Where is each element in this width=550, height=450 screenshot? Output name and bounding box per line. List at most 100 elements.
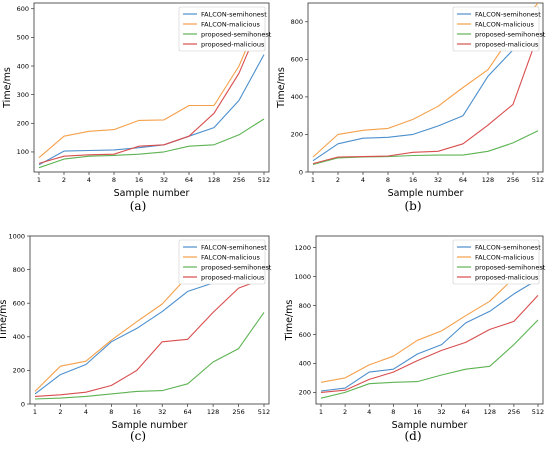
x-tick-label: 2 <box>343 408 347 416</box>
x-tick-label: 128 <box>207 408 219 416</box>
y-tick-label: 0 <box>21 400 25 408</box>
series-line-falcon-malicious <box>312 3 539 158</box>
y-tick-label: 600 <box>13 300 25 308</box>
series-line-falcon-malicious <box>38 7 265 159</box>
x-tick-label: 8 <box>391 408 395 416</box>
plot-frame <box>33 2 270 173</box>
series-lines <box>320 250 539 399</box>
x-tick-label: 4 <box>367 408 371 416</box>
x-tick-label: 512 <box>258 408 270 416</box>
x-tick-label: 2 <box>58 408 62 416</box>
panel-caption: (b) <box>404 199 421 213</box>
y-tick-label: 800 <box>299 302 311 310</box>
y-tick-label: 600 <box>17 5 29 13</box>
chart-panel-4: 1 2 4 8 16 32 64 128 256 512 200 400 600 800 1000 1200 S… <box>284 235 546 443</box>
x-tick-label: 32 <box>434 176 442 184</box>
legend-label: FALCON-malicious <box>201 20 260 28</box>
legend-label: proposed-semihonest <box>475 263 546 271</box>
series-lines <box>38 7 265 169</box>
y-tick-label: 1000 <box>294 273 311 281</box>
series-line-proposed-malicious <box>38 14 265 164</box>
legend-label: proposed-malicious <box>201 40 265 48</box>
y-axis-title: Time/ms <box>276 67 287 109</box>
legend-label: proposed-semihonest <box>201 30 272 38</box>
legend-label: proposed-semihonest <box>201 263 272 271</box>
y-tick-label: 300 <box>17 91 29 99</box>
legend-label: proposed-malicious <box>475 40 539 48</box>
x-axis-title: Sample number <box>112 420 188 431</box>
legend-label: FALCON-semihonest <box>475 10 541 18</box>
x-tick-label: 64 <box>459 176 467 184</box>
legend-box <box>178 6 266 52</box>
chart-panel-2: 1 2 4 8 16 32 64 128 256 512 0 200 400 600 800 Sample n… <box>276 2 546 213</box>
legend-label: FALCON-semihonest <box>475 243 541 251</box>
legend: FALCON-semihonest FALCON-malicious propose… <box>178 6 272 52</box>
legend-label: FALCON-semihonest <box>201 243 267 251</box>
legend-box <box>178 239 266 285</box>
x-tick-label: 64 <box>462 408 470 416</box>
x-tick-label: 256 <box>233 176 245 184</box>
x-tick-label: 16 <box>413 408 421 416</box>
y-tick-label: 100 <box>17 148 29 156</box>
x-tick-label: 1 <box>319 408 323 416</box>
y-tick-label: 600 <box>291 56 303 64</box>
legend-label: FALCON-malicious <box>475 253 534 261</box>
x-tick-label: 2 <box>336 176 340 184</box>
series-line-proposed-malicious <box>34 278 265 397</box>
legend-label: proposed-malicious <box>475 273 539 281</box>
x-tick-label: 4 <box>87 176 91 184</box>
x-tick-label: 512 <box>532 176 544 184</box>
x-tick-label: 1 <box>33 408 37 416</box>
legend: FALCON-semihonest FALCON-malicious propose… <box>452 6 546 52</box>
x-tick-label: 256 <box>507 176 519 184</box>
y-tick-label: 1000 <box>8 232 25 240</box>
x-tick-label: 256 <box>508 408 520 416</box>
chart-panel-3: 1 2 4 8 16 32 64 128 256 512 0 200 400 600 800 1000 Samp… <box>0 232 272 443</box>
legend-label: FALCON-malicious <box>475 20 534 28</box>
x-tick-label: 2 <box>62 176 66 184</box>
x-tick-label: 4 <box>361 176 365 184</box>
x-tick-label: 64 <box>184 408 192 416</box>
panel-caption: (c) <box>130 429 146 443</box>
y-tick-label: 500 <box>17 34 29 42</box>
y-axis-title: Time/ms <box>0 300 9 342</box>
series-line-falcon-malicious <box>320 250 539 383</box>
x-tick-label: 8 <box>109 408 113 416</box>
series-line-proposed-semihonest <box>320 319 539 399</box>
plot-frame <box>29 235 270 405</box>
x-axis-title: Sample number <box>388 188 464 199</box>
series-line-proposed-semihonest <box>38 118 265 169</box>
series-line-falcon-semihonest <box>38 54 265 166</box>
x-tick-label: 1 <box>37 176 41 184</box>
series-line-proposed-malicious <box>320 295 539 393</box>
x-tick-label: 8 <box>386 176 390 184</box>
x-tick-label: 16 <box>409 176 417 184</box>
x-axis-title: Sample number <box>114 188 190 199</box>
x-axis-title: Sample number <box>392 420 468 431</box>
y-tick-label: 400 <box>13 333 25 341</box>
y-tick-label: 800 <box>13 266 25 274</box>
panel-caption: (a) <box>130 199 147 213</box>
legend-box <box>452 6 540 52</box>
y-tick-label: 400 <box>299 360 311 368</box>
x-tick-label: 16 <box>133 408 141 416</box>
y-axis-title: Time/ms <box>284 300 295 342</box>
x-tick-label: 128 <box>482 176 494 184</box>
y-tick-label: 800 <box>291 18 303 26</box>
legend-label: proposed-malicious <box>201 273 265 281</box>
legend-label: FALCON-semihonest <box>201 10 267 18</box>
series-line-proposed-semihonest <box>34 312 265 400</box>
x-tick-label: 1 <box>311 176 315 184</box>
y-axis-title: Time/ms <box>2 67 13 109</box>
x-tick-label: 8 <box>112 176 116 184</box>
legend-label: FALCON-malicious <box>201 253 260 261</box>
x-tick-label: 32 <box>437 408 445 416</box>
y-tick-label: 400 <box>17 62 29 70</box>
y-tick-label: 200 <box>17 120 29 128</box>
x-tick-label: 128 <box>208 176 220 184</box>
series-lines <box>312 3 539 166</box>
x-tick-label: 128 <box>484 408 496 416</box>
chart-panel-1: 1 2 4 8 16 32 64 128 256 512 100 200 300 400 500 600 Sam… <box>2 2 272 213</box>
y-tick-label: 1200 <box>294 244 311 252</box>
